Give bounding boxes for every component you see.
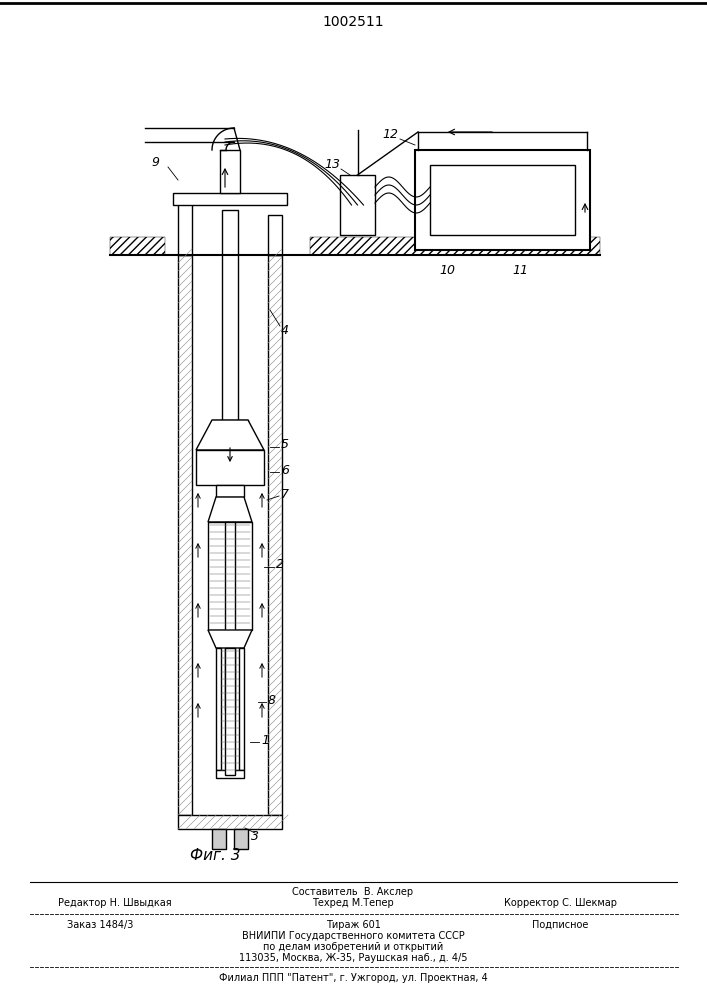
Text: 13: 13	[324, 158, 340, 172]
Bar	[340, 175, 375, 235]
Text: 2: 2	[276, 558, 284, 572]
Bar	[178, 255, 192, 815]
Text: 1002511: 1002511	[322, 15, 384, 29]
Text: 8: 8	[268, 694, 276, 706]
Bar	[196, 450, 264, 485]
Text: Заказ 1484/3: Заказ 1484/3	[67, 920, 133, 930]
Bar	[216, 648, 221, 770]
Bar	[173, 193, 287, 205]
Bar	[178, 255, 192, 815]
Text: 4: 4	[281, 324, 289, 336]
Text: по делам изобретений и открытий: по делам изобретений и открытий	[263, 942, 443, 952]
Text: Корректор С. Шекмар: Корректор С. Шекмар	[503, 898, 617, 908]
Text: 1: 1	[261, 734, 269, 746]
Bar	[178, 200, 192, 255]
Bar	[430, 165, 575, 235]
Text: ВНИИПИ Государственного комитета СССР: ВНИИПИ Государственного комитета СССР	[242, 931, 464, 941]
Text: 5: 5	[281, 438, 289, 452]
Polygon shape	[208, 630, 252, 648]
Text: Фиг. 3: Фиг. 3	[189, 848, 240, 862]
Text: Подписное: Подписное	[532, 920, 588, 930]
Text: 6: 6	[281, 464, 289, 477]
Text: Редактор Н. Швыдкая: Редактор Н. Швыдкая	[58, 898, 172, 908]
Text: 12: 12	[382, 128, 398, 141]
Bar	[225, 522, 235, 710]
Bar	[220, 150, 240, 193]
Text: Техред М.Тепер: Техред М.Тепер	[312, 898, 394, 908]
Bar	[225, 648, 235, 775]
Bar	[208, 522, 252, 630]
Bar	[222, 210, 238, 460]
Polygon shape	[208, 497, 252, 522]
Bar	[310, 237, 600, 255]
Text: 113035, Москва, Ж-35, Раушская наб., д. 4/5: 113035, Москва, Ж-35, Раушская наб., д. …	[239, 953, 467, 963]
Bar	[268, 215, 282, 255]
Bar	[268, 255, 282, 815]
Text: 7: 7	[281, 488, 289, 500]
Text: 10: 10	[439, 263, 455, 276]
Bar	[110, 237, 165, 255]
Text: Тираж 601: Тираж 601	[325, 920, 380, 930]
Bar	[234, 829, 248, 849]
Text: Филиал ППП "Патент", г. Ужгород, ул. Проектная, 4: Филиал ППП "Патент", г. Ужгород, ул. Про…	[218, 973, 487, 983]
Bar	[212, 420, 248, 460]
Bar	[178, 815, 282, 829]
Bar	[212, 829, 226, 849]
Bar	[415, 150, 590, 250]
Text: 9: 9	[151, 156, 159, 169]
Text: 3: 3	[251, 830, 259, 844]
Text: Составитель  В. Акслер: Составитель В. Акслер	[293, 887, 414, 897]
Polygon shape	[196, 420, 264, 450]
Bar	[216, 485, 244, 497]
Text: 11: 11	[512, 263, 528, 276]
Bar	[239, 648, 244, 770]
Bar	[216, 770, 244, 778]
